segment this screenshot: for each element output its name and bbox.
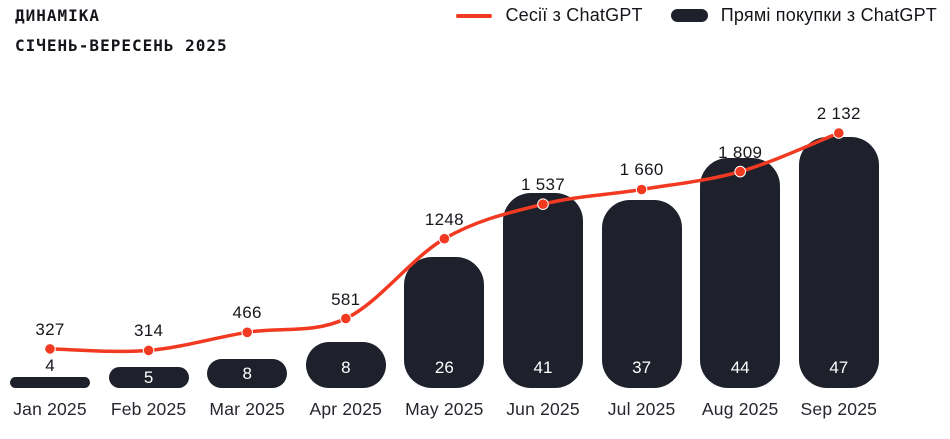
line-point [142, 344, 155, 357]
bar [700, 158, 781, 388]
legend-label-sessions: Сесії з ChatGPT [505, 5, 643, 25]
line-point [241, 326, 253, 339]
line-point-label: 466 [232, 303, 262, 323]
line-point [438, 232, 451, 245]
page-title-line2: СІЧЕНЬ-ВЕРЕСЕНЬ 2025 [15, 36, 228, 55]
line-point-label: 1 537 [520, 175, 566, 195]
bar-series-marker-icon [670, 9, 708, 22]
bar-value-label: 8 [242, 363, 252, 383]
line-point-label: 314 [133, 321, 164, 341]
line-point [635, 183, 648, 196]
bar-value-label: 26 [434, 358, 454, 377]
bar [108, 367, 189, 388]
chart-legend: Сесії з ChatGPT Прямі покупки з ChatGPT [456, 5, 937, 26]
line-point [340, 312, 352, 325]
line-point-label: 1 809 [718, 142, 763, 162]
x-axis-label: Jun 2025 [506, 399, 580, 419]
line-point-label: 1248 [424, 209, 464, 229]
bar-value-label: 8 [341, 358, 351, 377]
bar-value-label: 44 [730, 358, 750, 377]
line-series-marker-icon [456, 13, 493, 18]
line-point-label: 581 [331, 289, 361, 309]
x-axis-label: Jul 2025 [607, 399, 676, 419]
bar [10, 377, 90, 388]
legend-item-purchases: Прямі покупки з ChatGPT [670, 5, 937, 26]
bar [207, 359, 288, 388]
bar-value-label: 4 [45, 356, 55, 375]
bar [798, 137, 879, 388]
x-axis-label: Mar 2025 [209, 399, 285, 419]
legend-item-sessions: Сесії з ChatGPT [456, 5, 643, 26]
bar-value-label: 37 [632, 358, 652, 377]
x-axis-label: Aug 2025 [701, 399, 779, 419]
legend-label-purchases: Прямі покупки з ChatGPT [720, 5, 937, 25]
bar-value-label: 5 [143, 367, 154, 387]
line-point-label: 327 [35, 319, 65, 339]
bar-value-label: 47 [829, 358, 849, 377]
x-axis-label: Jan 2025 [13, 399, 87, 419]
page-title: ДИНАМІКА СІЧЕНЬ-ВЕРЕСЕНЬ 2025 [15, 1, 228, 61]
x-axis-label: May 2025 [405, 399, 484, 419]
page-title-line1: ДИНАМІКА [15, 6, 101, 25]
x-axis-label: Feb 2025 [110, 399, 187, 419]
bar-value-label: 41 [533, 358, 553, 377]
line-point [44, 343, 56, 355]
line-point-label: 2 132 [816, 104, 861, 123]
line-point-label: 1 660 [619, 160, 664, 180]
x-axis-label: Apr 2025 [309, 399, 383, 419]
x-axis-label: Sep 2025 [800, 399, 878, 419]
